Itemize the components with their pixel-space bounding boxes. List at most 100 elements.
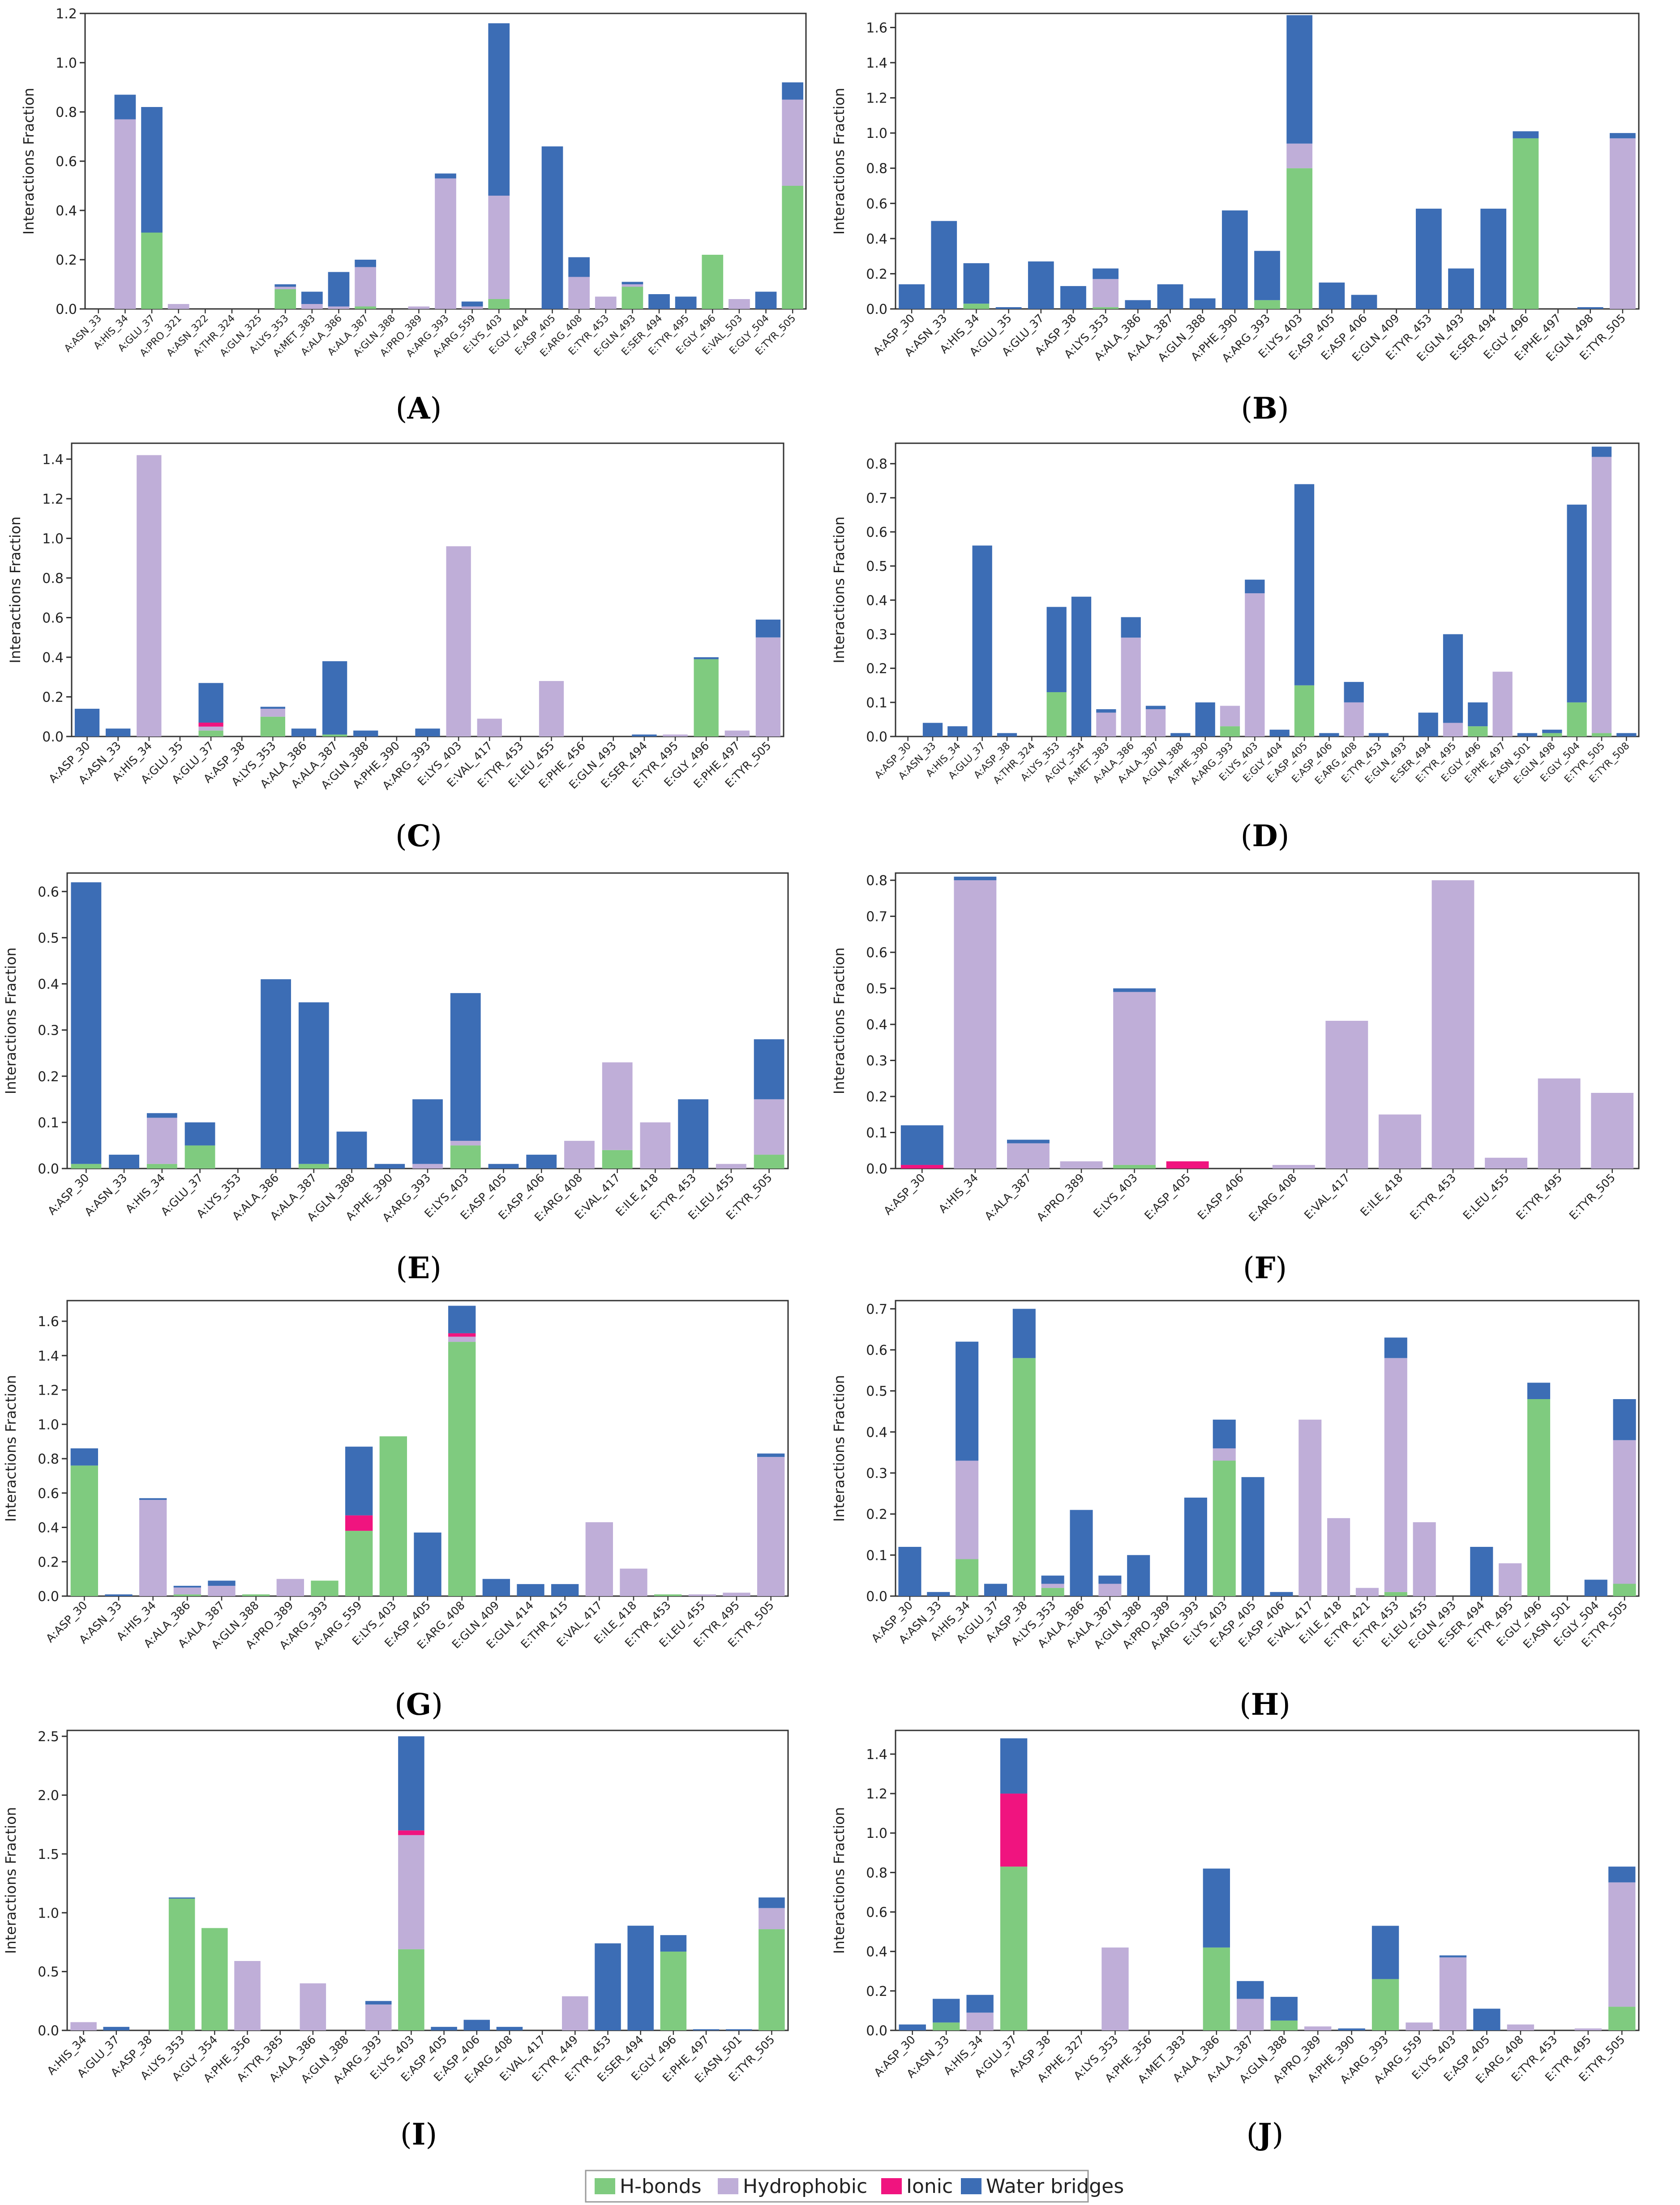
bar-water-bridges-e-gly-496 [1468, 702, 1488, 727]
bar-h-bonds-a-arg-393 [1220, 726, 1240, 736]
bar-water-bridges-a-asp-30 [71, 882, 102, 1164]
y-tick-label: 1.2 [38, 1383, 59, 1399]
bar-hydrophobic-a-arg-393 [365, 2004, 392, 2030]
bar-hydrophobic-a-his-34 [114, 119, 136, 309]
bar-hydrophobic-e-tyr-505 [1608, 1882, 1636, 2007]
y-tick-label: 0.6 [56, 154, 77, 170]
bar-hydrophobic-e-tyr-495 [1499, 1563, 1522, 1596]
bar-hydrophobic-a-lys-353 [1041, 1584, 1064, 1588]
bar-water-bridges-e-ser-494 [1470, 1547, 1493, 1596]
bar-water-bridges-e-tyr-495 [1443, 634, 1463, 723]
bar-h-bonds-a-lys-353 [1093, 307, 1119, 309]
bar-hydrophobic-e-tyr-421 [1355, 1588, 1379, 1596]
y-axis-label: Interactions Fraction [831, 947, 848, 1094]
bar-hydrophobic-a-lys-353 [1101, 1947, 1129, 2030]
y-tick-label: 1.2 [56, 6, 77, 22]
bar-h-bonds-e-gly-496 [1513, 138, 1539, 309]
bar-h-bonds-a-ala-387 [322, 734, 347, 736]
bar-water-bridges-a-glu-37 [972, 545, 992, 736]
bar-hydrophobic-e-arg-408 [1344, 702, 1364, 736]
bar-h-bonds-a-his-34 [963, 304, 990, 309]
bar-water-bridges-e-lys-403 [1439, 1955, 1467, 1957]
panel-paren-close: ) [1279, 1687, 1290, 1722]
bar-h-bonds-a-asp-30 [70, 1465, 98, 1596]
bar-hydrophobic-a-lys-353 [1093, 279, 1119, 308]
bar-h-bonds-a-lys-353 [168, 1898, 195, 2030]
panel-letter: F [1255, 1250, 1276, 1285]
bar-h-bonds-e-gln-498 [1542, 733, 1562, 736]
panel-letter: G [406, 1687, 431, 1722]
bar-water-bridges-a-phe-390 [374, 1164, 405, 1169]
bar-water-bridges-e-tyr-505 [1608, 1867, 1636, 1883]
y-tick-label: 0.5 [866, 559, 887, 574]
bar-water-bridges-a-glu-37 [198, 683, 223, 723]
panel-paren-close: ) [425, 2117, 437, 2152]
bar-water-bridges-a-lys-353 [1046, 607, 1067, 692]
bar-hydrophobic-e-lys-403 [1113, 992, 1156, 1165]
bar-hydrophobic-e-tyr-449 [562, 1996, 588, 2030]
bar-water-bridges-a-his-34 [966, 1995, 994, 2013]
bar-water-bridges-e-arg-408 [448, 1306, 476, 1333]
y-tick-label: 0.4 [38, 977, 59, 993]
bar-h-bonds-e-gly-496 [694, 659, 719, 736]
y-tick-label: 1.0 [42, 531, 64, 547]
bar-h-bonds-e-gly-496 [660, 1951, 687, 2030]
y-tick-label: 1.6 [866, 20, 887, 36]
y-tick-label: 0.5 [38, 1965, 59, 1980]
y-axis-label: Interactions Fraction [831, 1807, 848, 1954]
bar-ionic-a-arg-559 [345, 1515, 373, 1531]
bar-water-bridges-a-gln-388 [1270, 1997, 1298, 2021]
bar-water-bridges-e-tyr-453 [678, 1099, 709, 1169]
bar-water-bridges-e-asp-405 [414, 1533, 441, 1596]
bar-water-bridges-e-gly-496 [1513, 131, 1539, 138]
bar-water-bridges-a-asp-38 [1012, 1309, 1036, 1358]
bar-h-bonds-e-gly-496 [1468, 726, 1488, 736]
bar-hydrophobic-e-ile-418 [640, 1122, 671, 1169]
y-tick-label: 1.0 [38, 1417, 59, 1433]
panel-paren-close: ) [1277, 391, 1289, 426]
bar-hydrophobic-e-arg-408 [448, 1336, 476, 1342]
bar-hydrophobic-e-tyr-495 [663, 734, 688, 736]
bar-hydrophobic-e-tyr-505 [1591, 457, 1612, 733]
bar-h-bonds-a-lys-353 [1046, 692, 1067, 736]
bar-hydrophobic-a-pro-389 [276, 1579, 304, 1596]
bar-hydrophobic-a-pro-321 [167, 304, 189, 309]
y-tick-label: 0.2 [866, 1984, 887, 1999]
panel-letter: C [407, 818, 431, 853]
y-tick-label: 0.7 [866, 909, 887, 925]
bar-hydrophobic-e-ile-418 [1379, 1114, 1421, 1169]
y-tick-label: 0.6 [866, 1343, 887, 1358]
bar-water-bridges-a-ala-387 [208, 1580, 236, 1586]
y-tick-label: 0.2 [56, 253, 77, 268]
y-axis-label: Interactions Fraction [831, 88, 848, 235]
bar-water-bridges-a-lys-353 [168, 1897, 195, 1899]
bar-water-bridges-e-gly-496 [694, 657, 719, 659]
bar-h-bonds-a-arg-393 [1371, 1979, 1399, 2030]
y-axis-label: Interactions Fraction [831, 516, 848, 663]
y-tick-label: 0.1 [866, 1126, 887, 1141]
y-tick-label: 0.3 [866, 1466, 887, 1481]
bar-water-bridges-e-gly-504 [1567, 505, 1587, 702]
bar-ionic-a-asp-30 [900, 1165, 943, 1169]
legend-label-water-bridges: Water bridges [986, 2175, 1124, 2198]
bar-water-bridges-e-asp-405 [1294, 484, 1315, 685]
bar-h-bonds-e-lys-403 [1113, 1165, 1156, 1169]
y-tick-label: 0.0 [38, 1161, 59, 1177]
y-tick-label: 0.1 [38, 1115, 59, 1131]
bar-hydrophobic-e-arg-408 [568, 277, 590, 309]
y-tick-label: 1.2 [866, 1786, 887, 1802]
y-tick-label: 0.0 [866, 1161, 887, 1177]
y-tick-label: 0.0 [866, 729, 887, 745]
bar-water-bridges-e-phe-497 [693, 2029, 720, 2030]
bar-water-bridges-a-arg-393 [412, 1099, 443, 1164]
y-tick-label: 0.4 [42, 650, 64, 666]
bar-water-bridges-e-arg-408 [496, 2027, 523, 2030]
y-tick-label: 1.4 [38, 1349, 59, 1364]
bar-water-bridges-a-glu-37 [141, 107, 163, 233]
bar-hydrophobic-a-lys-353 [274, 287, 296, 289]
y-tick-label: 0.8 [866, 1865, 887, 1881]
bar-water-bridges-a-lys-353 [274, 284, 296, 287]
bar-h-bonds-a-his-34 [146, 1164, 177, 1169]
panel-label: (G) [394, 1687, 443, 1722]
bar-ionic-a-glu-37 [198, 723, 223, 727]
